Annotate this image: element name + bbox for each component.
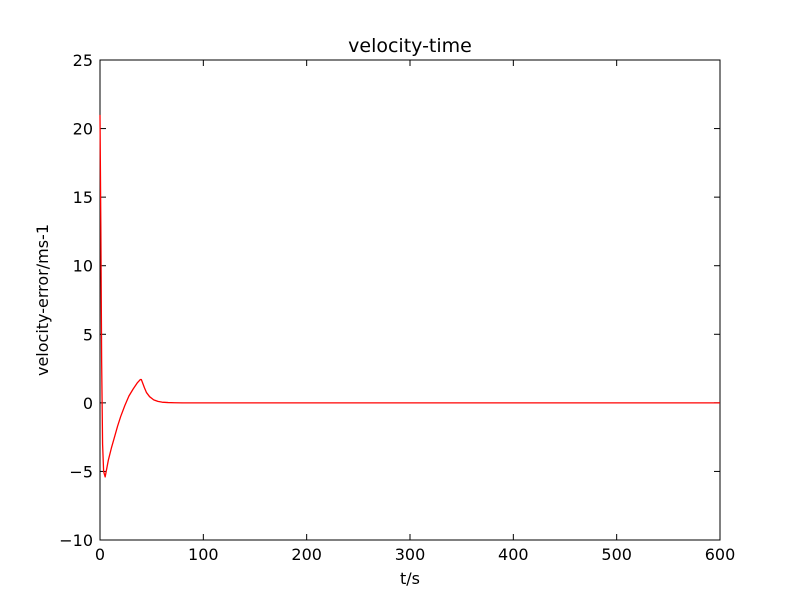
axis-ticks xyxy=(99,59,721,541)
y-tick-label: 15 xyxy=(73,188,93,207)
x-tick-label: 300 xyxy=(395,545,426,564)
x-tick-label: 400 xyxy=(498,545,529,564)
velocity-error-series-line xyxy=(99,114,720,478)
x-tick-label: 0 xyxy=(95,545,105,564)
x-tick-label: 500 xyxy=(601,545,632,564)
x-tick-label: 200 xyxy=(291,545,322,564)
y-tick-label: 25 xyxy=(73,51,93,70)
y-tick-label: 20 xyxy=(73,120,93,139)
x-tick-label: 600 xyxy=(705,545,736,564)
y-tick-label: 0 xyxy=(83,394,93,413)
chart-title: velocity-time xyxy=(348,35,472,57)
x-tick-label: 100 xyxy=(188,545,219,564)
y-tick-label: −5 xyxy=(69,462,93,481)
y-tick-label: 5 xyxy=(83,325,93,344)
tick-labels: 0 100 200 300 400 500 600 −10 −5 0 5 10 15 20 25 xyxy=(59,51,735,564)
plot-frame xyxy=(99,59,721,541)
y-tick-label: −10 xyxy=(59,531,93,550)
series-layer xyxy=(99,114,720,478)
x-axis-label: t/s xyxy=(400,569,420,588)
y-tick-label: 10 xyxy=(73,257,93,276)
y-axis-label: velocity-error/ms-1 xyxy=(33,224,52,376)
